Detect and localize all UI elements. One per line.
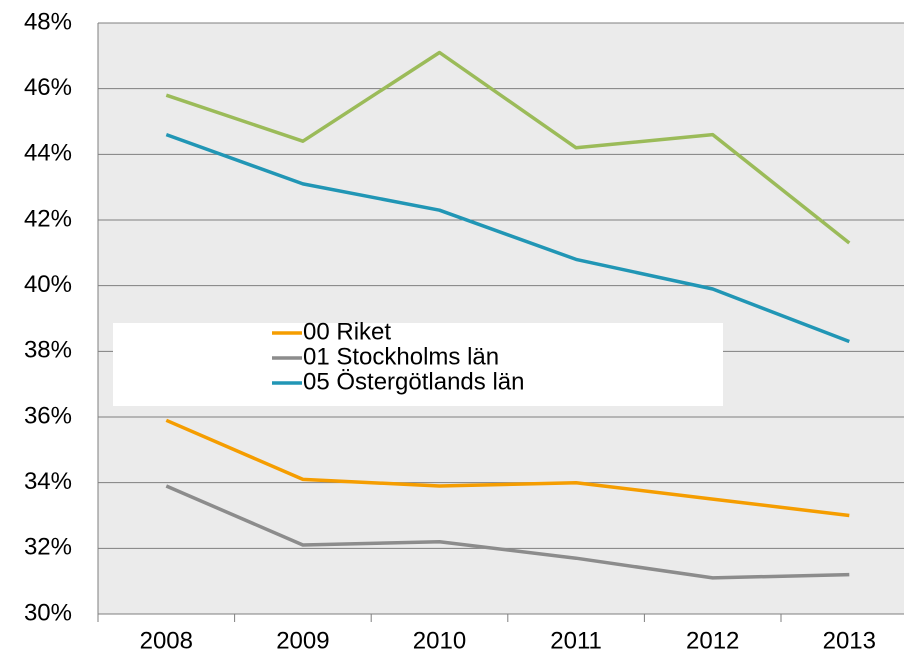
y-tick-label: 34% [24,468,72,495]
series-line [165,132,850,344]
x-tick-label: 2009 [276,627,329,654]
y-tick-label: 44% [24,140,72,167]
x-tick-label: 2010 [413,627,466,654]
y-tick-label: 48% [24,8,72,35]
x-tick-label: 2012 [686,627,739,654]
x-tick-label: 2013 [823,627,876,654]
series-line [165,50,851,245]
y-tick-label: 30% [24,599,72,626]
legend-label: 00 Riket [303,318,391,345]
legend-box [113,323,723,406]
y-tick-label: 46% [24,74,72,101]
y-tick-label: 32% [24,534,72,561]
x-tick-label: 2008 [140,627,193,654]
x-tick-label: 2011 [550,627,602,654]
y-tick-label: 40% [24,271,72,298]
series-line [165,418,850,518]
legend-label: 05 Östergötlands län [303,368,524,395]
y-tick-label: 38% [24,337,72,364]
legend-label: 01 Stockholms län [303,343,499,370]
y-tick-label: 42% [24,205,72,232]
y-tick-label: 36% [24,402,72,429]
series-line [165,484,850,580]
